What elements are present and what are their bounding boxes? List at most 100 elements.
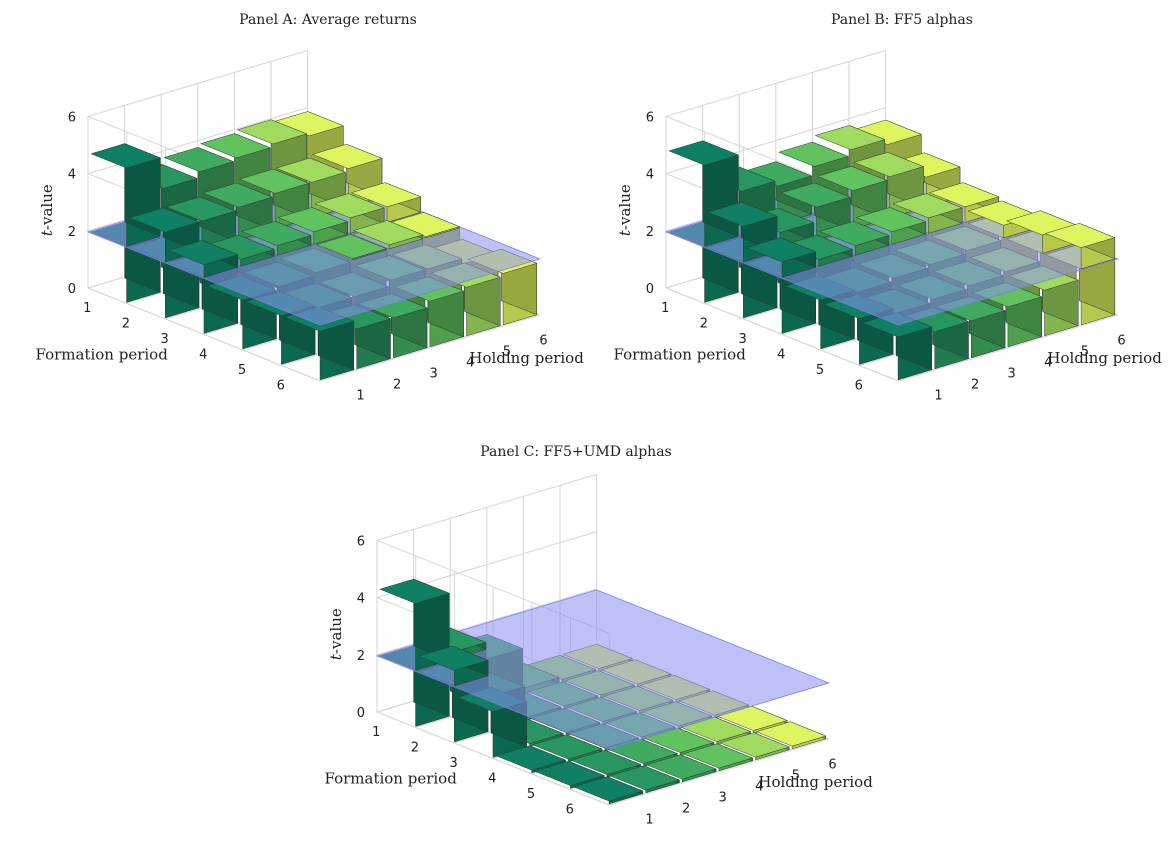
bars-above-plane [90, 111, 461, 278]
z-axis-label: t-value [616, 184, 634, 236]
x-axis-label: Holding period [469, 349, 584, 367]
panel-title: Panel B: FF5 alphas [831, 12, 973, 28]
z-tick-label: 2 [646, 225, 654, 240]
bar [861, 312, 933, 381]
z-tick-label: 6 [646, 110, 654, 125]
y-tick-label: 3 [738, 332, 746, 347]
y-tick-label: 6 [566, 802, 574, 817]
y-tick-label: 6 [855, 378, 863, 393]
bar [898, 307, 970, 370]
bar [706, 201, 778, 263]
y-axis: 1 2 3 4 5 6 Formation period [325, 725, 574, 818]
bar [128, 207, 200, 263]
z-tick-label: 4 [646, 168, 654, 183]
y-tick-label: 1 [372, 725, 380, 740]
x-tick-label: 5 [503, 345, 511, 360]
y-tick-label: 1 [661, 301, 669, 316]
x-tick-label: 4 [466, 356, 474, 371]
y-axis-label: Formation period [36, 346, 169, 364]
z-tick-label: 2 [68, 225, 76, 240]
bar [352, 220, 424, 250]
y-axis: 1 2 3 4 5 6 Formation period [36, 301, 285, 394]
x-tick-label: 1 [934, 389, 942, 404]
bar [889, 152, 961, 208]
z-tick-label: 6 [68, 110, 76, 125]
x-tick-label: 4 [755, 780, 763, 795]
bar [316, 234, 387, 261]
y-tick-label: 4 [488, 771, 496, 786]
bar [855, 207, 927, 245]
y-tick-label: 4 [199, 347, 207, 362]
x-tick-label: 2 [971, 378, 979, 393]
bar [892, 193, 963, 234]
y-tick-label: 5 [527, 787, 535, 802]
bar [240, 220, 312, 256]
y-tick-label: 3 [160, 332, 168, 347]
z-tick-label: 0 [357, 706, 365, 721]
bar [745, 237, 817, 278]
z-tick-label: 4 [68, 168, 76, 183]
z-axis-label: t-value [38, 184, 56, 236]
z-tick-label: 0 [646, 282, 654, 297]
bar [204, 234, 276, 267]
bar [572, 776, 644, 805]
floor-gridline [898, 314, 1118, 382]
x-tick-label: 6 [539, 334, 547, 349]
bar [389, 212, 461, 239]
bar [645, 754, 717, 783]
y-tick-label: 2 [700, 316, 708, 331]
x-tick-label: 1 [356, 389, 364, 404]
y-axis-label: Formation period [325, 770, 458, 788]
z-axis-label: t-value [327, 608, 345, 660]
y-tick-label: 1 [83, 301, 91, 316]
y-tick-label: 5 [238, 363, 246, 378]
x-tick-label: 5 [1081, 345, 1089, 360]
bar [818, 220, 890, 256]
panel-title: Panel C: FF5+UMD alphas [480, 444, 671, 460]
x-tick-label: 4 [1044, 356, 1052, 371]
floor-gridline [609, 738, 829, 806]
bar [350, 182, 422, 223]
y-axis: 1 2 3 4 5 6 Formation period [614, 301, 863, 394]
z-tick-label: 2 [357, 649, 365, 664]
y-tick-label: 6 [277, 378, 285, 393]
z-axis: 0 2 4 6 t-value [616, 110, 654, 297]
x-axis-label: Holding period [758, 773, 873, 791]
x-tick-label: 5 [792, 769, 800, 784]
bars-above-plane [668, 119, 1116, 278]
z-tick-label: 4 [357, 592, 365, 607]
x-axis-label: Holding period [1047, 349, 1162, 367]
bar [283, 306, 355, 381]
z-axis: 0 2 4 6 t-value [327, 534, 365, 721]
bar [719, 732, 790, 761]
bar [755, 721, 827, 750]
panel-title: Panel A: Average returns [239, 12, 417, 28]
x-tick-label: 6 [1117, 334, 1125, 349]
x-tick-label: 2 [393, 378, 401, 393]
z-axis: 0 2 4 6 t-value [38, 110, 76, 297]
y-tick-label: 5 [816, 363, 824, 378]
z-tick-label: 0 [68, 282, 76, 297]
y-tick-label: 3 [449, 756, 457, 771]
y-tick-label: 2 [122, 316, 130, 331]
bar [417, 645, 489, 687]
bar [1044, 222, 1116, 270]
y-tick-label: 2 [411, 740, 419, 755]
x-tick-label: 2 [682, 802, 690, 817]
bar [609, 765, 681, 794]
x-tick-label: 3 [719, 791, 727, 806]
y-tick-label: 4 [777, 347, 785, 362]
bar [277, 207, 349, 245]
bars-above-plane [379, 578, 489, 687]
x-tick-label: 6 [828, 758, 836, 773]
significance-plane [375, 589, 831, 750]
z-tick-label: 6 [357, 534, 365, 549]
bar [682, 743, 754, 772]
